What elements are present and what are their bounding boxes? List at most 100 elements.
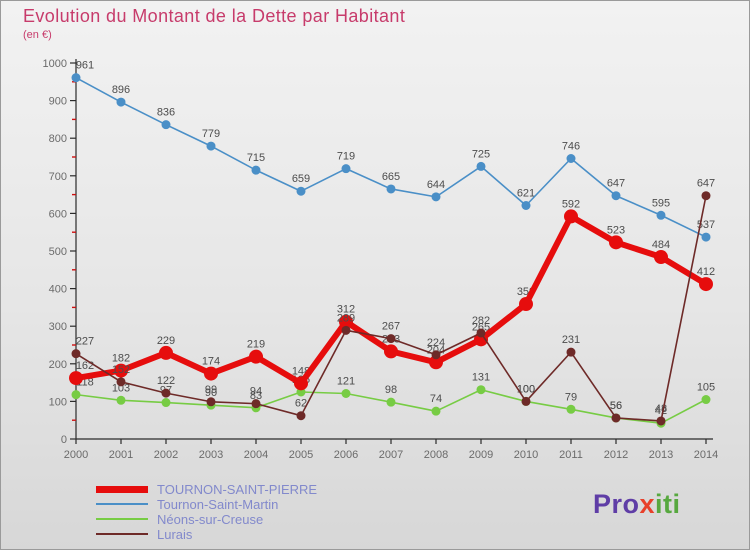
data-point (429, 355, 443, 370)
data-point (656, 210, 666, 220)
x-tick-label: 2013 (649, 449, 673, 461)
data-point (566, 404, 576, 414)
data-label: 162 (76, 360, 94, 372)
data-label: 229 (157, 335, 175, 347)
x-tick-label: 2002 (154, 449, 178, 461)
data-point (474, 332, 488, 347)
data-label: 174 (202, 356, 220, 368)
data-point (386, 334, 396, 344)
series-lurais: 227 152 122 99 94 62 289 267 224 282 100 231 56 48 647 (71, 178, 715, 426)
data-point (609, 235, 623, 250)
legend-item-lurais: Lurais (96, 526, 317, 542)
x-tick-label: 2009 (469, 449, 493, 461)
data-label: 779 (202, 128, 220, 140)
y-tick-label: 400 (49, 284, 67, 296)
series-tournon-saint-martin: 961 896 836 779 715 659 719 665 644 725 621 746 647 5… (71, 60, 715, 242)
data-label: 659 (292, 173, 310, 185)
data-point (71, 390, 81, 400)
data-point (431, 192, 441, 202)
y-tick-label: 1000 (43, 58, 67, 70)
data-label: 725 (472, 148, 490, 160)
y-tick-label: 900 (49, 96, 67, 108)
chart-legend: TOURNON-SAINT-PIERRE Tournon-Saint-Martin… (96, 482, 317, 542)
data-label: 267 (382, 321, 400, 333)
data-label: 647 (697, 178, 715, 190)
x-tick-label: 2003 (199, 449, 223, 461)
data-label: 131 (472, 372, 490, 384)
data-point (566, 347, 576, 357)
data-label: 79 (565, 391, 577, 403)
data-label: 746 (562, 141, 580, 153)
data-point (654, 250, 668, 265)
data-point (161, 388, 171, 398)
y-tick-label: 700 (49, 171, 67, 183)
data-point (251, 399, 261, 409)
data-point (206, 141, 216, 151)
data-point (339, 314, 353, 329)
data-point (701, 232, 711, 242)
data-point (296, 186, 306, 196)
data-point (701, 191, 711, 201)
legend-swatch (96, 485, 148, 493)
data-point (476, 385, 486, 395)
data-label: 961 (76, 60, 94, 72)
y-tick-label: 200 (49, 359, 67, 371)
data-point (476, 328, 486, 338)
series-tournon-saint-pierre: 1621822291742191483122332042653595925234… (69, 198, 715, 391)
legend-swatch (96, 518, 148, 520)
data-point (251, 165, 261, 175)
x-tick-label: 2014 (694, 449, 718, 461)
data-label: 90 (205, 387, 217, 399)
legend-swatch (96, 503, 148, 505)
data-label: 182 (112, 353, 130, 365)
data-label: 83 (250, 390, 262, 402)
data-point (386, 184, 396, 194)
data-point (341, 164, 351, 174)
data-label: 523 (607, 224, 625, 236)
data-point (296, 411, 306, 421)
data-point (249, 349, 263, 364)
data-point (656, 416, 666, 426)
logo-part: iti (655, 489, 681, 519)
data-label: 715 (247, 152, 265, 164)
data-point (564, 209, 578, 224)
series-line (75, 76, 707, 238)
data-label: 484 (652, 239, 670, 251)
x-tick-label: 2001 (109, 449, 133, 461)
data-point (159, 345, 173, 360)
data-label: 105 (697, 382, 715, 394)
data-point (294, 376, 308, 391)
data-point (161, 120, 171, 130)
data-point (384, 344, 398, 359)
data-point (431, 350, 441, 360)
line-chart-canvas: 0 100 200 300 400 500 600 700 800 900 1000 2000 2001… (43, 58, 719, 461)
data-point (386, 397, 396, 407)
x-tick-label: 2000 (64, 449, 88, 461)
data-point (206, 397, 216, 407)
y-tick-label: 800 (49, 133, 67, 145)
data-point (116, 377, 126, 387)
y-tick-label: 300 (49, 321, 67, 333)
proxiti-logo: Proxiti (593, 489, 681, 520)
data-label: 98 (385, 384, 397, 396)
data-point (116, 97, 126, 107)
x-tick-label: 2010 (514, 449, 538, 461)
legend-item-tournon-saint-pierre: TOURNON-SAINT-PIERRE (96, 482, 317, 497)
data-label: 219 (247, 339, 265, 351)
data-label: 265 (472, 321, 490, 333)
data-label: 94 (250, 386, 262, 398)
data-point (204, 366, 218, 381)
data-point (611, 413, 621, 423)
page-subtitle: (en €) (23, 29, 52, 41)
x-tick-label: 2012 (604, 449, 628, 461)
data-point (701, 395, 711, 405)
data-point (521, 396, 531, 406)
legend-label: Lurais (157, 526, 193, 542)
data-label: 592 (562, 198, 580, 210)
data-point (431, 406, 441, 416)
data-label: 121 (337, 376, 355, 388)
data-label: 412 (697, 266, 715, 278)
data-label: 719 (337, 151, 355, 163)
data-label: 665 (382, 171, 400, 183)
